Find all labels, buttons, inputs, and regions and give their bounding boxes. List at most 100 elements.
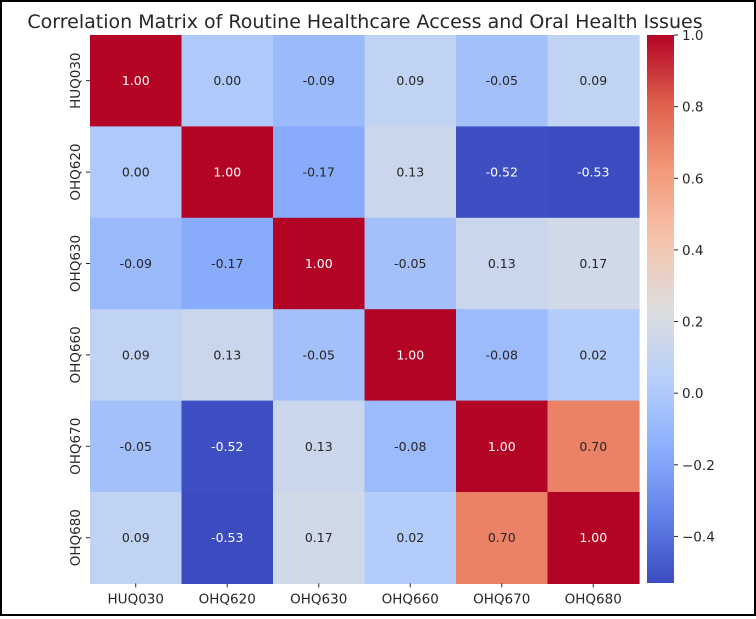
- cell-value-label: 0.00: [213, 73, 241, 88]
- cell-value-label: -0.09: [303, 73, 335, 88]
- heatmap-cell: [547, 492, 640, 584]
- heatmap-cell: [456, 126, 549, 219]
- heatmap-cell: [364, 126, 457, 219]
- colorbar-tick-label: −0.2: [682, 458, 715, 474]
- x-tick-label: OHQ630: [290, 591, 347, 607]
- heatmap-cell: [273, 35, 366, 127]
- y-tick-label: OHQ680: [68, 509, 84, 566]
- heatmap-cell: [181, 400, 274, 493]
- cell-value-label: -0.17: [211, 256, 243, 271]
- cell-value-label: -0.53: [577, 165, 609, 180]
- heatmap-cell: [90, 400, 183, 493]
- heatmap-cell: [181, 492, 274, 584]
- heatmap-cell: [547, 217, 640, 310]
- y-tick-label: HUQ030: [68, 52, 84, 108]
- y-tick-label: OHQ660: [68, 326, 84, 383]
- cell-value-label: 1.00: [122, 73, 150, 88]
- colorbar-tick-label: 0.4: [682, 243, 703, 259]
- cell-value-label: -0.05: [303, 347, 335, 362]
- colorbar-gradient: [647, 35, 674, 583]
- cell-value-label: 0.13: [488, 256, 516, 271]
- cell-value-label: 0.02: [396, 530, 424, 545]
- cell-value-label: 0.02: [579, 347, 607, 362]
- heatmap-cell: [547, 400, 640, 493]
- cell-value-label: -0.05: [394, 256, 426, 271]
- colorbar-tick-label: 0.2: [682, 315, 703, 331]
- y-axis: HUQ030 OHQ620 OHQ630 OHQ660 OHQ670 OHQ680: [68, 52, 90, 566]
- chart-title: Correlation Matrix of Routine Healthcare…: [27, 11, 702, 33]
- cell-value-label: -0.05: [120, 439, 152, 454]
- heatmap-cell: [273, 400, 366, 493]
- cell-value-label: 0.09: [396, 73, 424, 88]
- heatmap-cell: [90, 126, 183, 219]
- x-tick-label: HUQ030: [108, 591, 164, 607]
- heatmap-cell: [273, 126, 366, 219]
- heatmap-cell: [364, 492, 457, 584]
- colorbar-tick-label: 0.8: [682, 100, 703, 116]
- cell-value-label: -0.08: [394, 439, 426, 454]
- heatmap-cell: [547, 126, 640, 219]
- cell-value-label: 1.00: [213, 165, 241, 180]
- cell-value-label: 0.70: [579, 439, 607, 454]
- cell-value-label: -0.05: [486, 73, 518, 88]
- cell-value-label: -0.52: [211, 439, 243, 454]
- colorbar-tick-label: 1.0: [682, 28, 703, 44]
- heatmap-cell: [181, 217, 274, 310]
- cell-value-label: 0.13: [305, 439, 333, 454]
- cell-value-label: 0.09: [122, 347, 150, 362]
- colorbar-tick-label: 0.0: [682, 386, 703, 402]
- y-tick-label: OHQ670: [68, 418, 84, 475]
- cell-value-label: 0.00: [122, 165, 150, 180]
- cell-value-label: 0.13: [396, 165, 424, 180]
- heatmap-cell: [547, 35, 640, 127]
- cell-value-label: 1.00: [305, 256, 333, 271]
- cell-value-label: 1.00: [488, 439, 516, 454]
- x-tick-label: OHQ680: [565, 591, 622, 607]
- heatmap-cell: [181, 35, 274, 127]
- heatmap-cell: [456, 400, 549, 493]
- heatmap-cells: [90, 35, 640, 584]
- cell-value-label: -0.08: [486, 347, 518, 362]
- heatmap-cell-labels: 1.00 0.00 -0.09 0.09 -0.05 0.09 0.00 1.00 -0.17 0…: [120, 73, 610, 545]
- colorbar-tick-label: 0.6: [682, 171, 703, 187]
- x-tick-label: OHQ620: [199, 591, 256, 607]
- heatmap-cell: [273, 217, 366, 310]
- heatmap-cell: [364, 309, 457, 402]
- heatmap-cell: [456, 492, 549, 584]
- heatmap-cell: [273, 492, 366, 584]
- heatmap-cell: [181, 126, 274, 219]
- cell-value-label: -0.09: [120, 256, 152, 271]
- cell-value-label: 1.00: [579, 530, 607, 545]
- heatmap-cell: [364, 35, 457, 127]
- heatmap-cell: [364, 400, 457, 493]
- colorbar-tick-label: −0.4: [682, 529, 715, 545]
- cell-value-label: 0.09: [579, 73, 607, 88]
- heatmap-cell: [364, 217, 457, 310]
- cell-value-label: -0.17: [303, 165, 335, 180]
- x-tick-label: OHQ670: [473, 591, 530, 607]
- heatmap-cell: [90, 492, 183, 584]
- heatmap-cell: [456, 309, 549, 402]
- cell-value-label: 0.17: [579, 256, 607, 271]
- heatmap-cell: [273, 309, 366, 402]
- heatmap-cell: [456, 35, 549, 127]
- heatmap-cell: [90, 309, 183, 402]
- cell-value-label: 0.13: [213, 347, 241, 362]
- cell-value-label: 0.09: [122, 530, 150, 545]
- cell-value-label: -0.53: [211, 530, 243, 545]
- x-axis: HUQ030 OHQ620 OHQ630 OHQ660 OHQ670 OHQ680: [108, 583, 622, 607]
- y-tick-label: OHQ620: [68, 144, 84, 201]
- heatmap-cell: [181, 309, 274, 402]
- cell-value-label: 0.70: [488, 530, 516, 545]
- heatmap-cell: [456, 217, 549, 310]
- cell-value-label: 1.00: [396, 347, 424, 362]
- colorbar: −0.4 −0.2 0.0 0.2 0.4 0.6 0.8 1.0: [647, 28, 715, 583]
- cell-value-label: -0.52: [486, 165, 518, 180]
- x-tick-label: OHQ660: [382, 591, 439, 607]
- heatmap-cell: [90, 217, 183, 310]
- heatmap-cell: [547, 309, 640, 402]
- heatmap-cell: [90, 35, 183, 127]
- y-tick-label: OHQ630: [68, 235, 84, 292]
